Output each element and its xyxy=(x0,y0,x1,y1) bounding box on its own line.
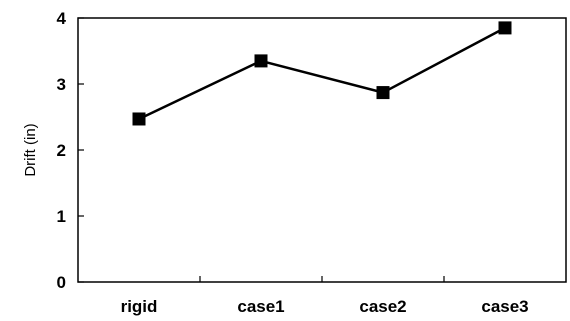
data-point-marker xyxy=(498,21,512,35)
y-tick-label: 0 xyxy=(57,273,66,292)
data-point-marker xyxy=(132,112,146,126)
y-axis-ticks: 0 1 2 3 4 xyxy=(57,9,84,292)
series-group xyxy=(132,21,512,126)
y-tick-label: 4 xyxy=(57,9,67,28)
y-axis-label: Drift (in) xyxy=(22,123,39,176)
y-tick-label: 3 xyxy=(57,75,66,94)
x-tick-label: case1 xyxy=(237,297,284,316)
series-line xyxy=(138,26,506,121)
x-tick-label: rigid xyxy=(121,297,158,316)
data-point-marker xyxy=(254,54,268,68)
x-axis-ticks: rigid case1 case2 case3 xyxy=(121,276,529,316)
data-point-marker xyxy=(376,86,390,100)
y-tick-label: 2 xyxy=(57,141,66,160)
x-tick-label: case2 xyxy=(359,297,406,316)
y-tick-label: 1 xyxy=(57,207,66,226)
x-tick-label: case3 xyxy=(481,297,528,316)
plot-frame xyxy=(77,17,567,283)
